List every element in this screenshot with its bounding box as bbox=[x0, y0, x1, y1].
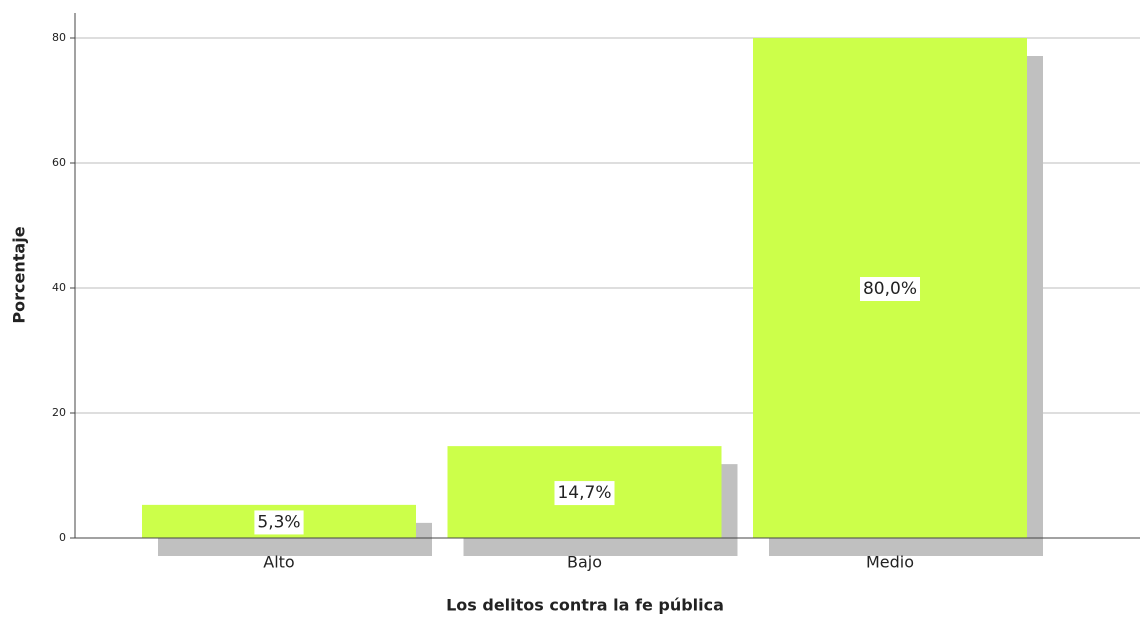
data-label-bg bbox=[254, 510, 304, 535]
y-axis-title: Porcentaje bbox=[10, 226, 29, 323]
data-label-text: 80,0% bbox=[863, 279, 917, 299]
x-tick-label: Bajo bbox=[567, 553, 602, 572]
y-tick-label: 20 bbox=[52, 406, 66, 419]
data-label: 14,7% bbox=[554, 481, 615, 506]
y-tick-label: 0 bbox=[59, 531, 66, 544]
y-tick-label: 60 bbox=[52, 156, 66, 169]
data-label-text: 5,3% bbox=[257, 512, 300, 532]
data-label: 5,3% bbox=[254, 510, 304, 535]
x-axis-title: Los delitos contra la fe pública bbox=[446, 596, 724, 615]
data-label-bg bbox=[859, 277, 921, 301]
x-tick-label: Alto bbox=[263, 553, 294, 572]
data-label: 80,0% bbox=[859, 277, 921, 301]
x-tick-label: Medio bbox=[866, 553, 914, 572]
y-tick-label: 80 bbox=[52, 31, 66, 44]
data-label-text: 14,7% bbox=[557, 483, 611, 503]
y-tick-label: 40 bbox=[52, 281, 66, 294]
data-label-bg bbox=[554, 481, 615, 506]
